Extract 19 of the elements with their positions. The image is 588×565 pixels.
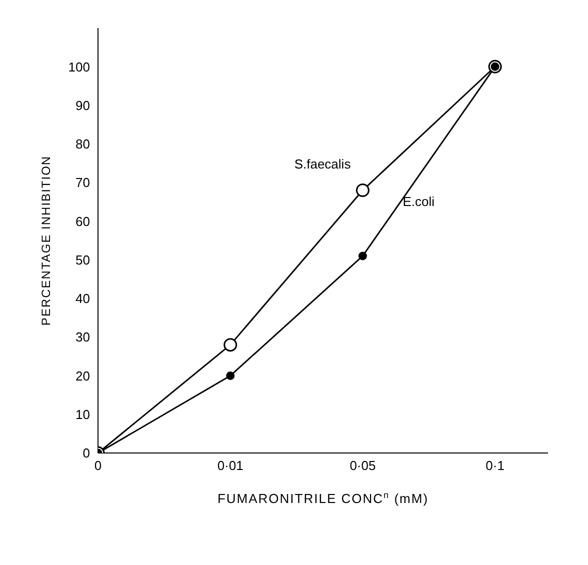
- y-tick-label: 0: [82, 446, 90, 461]
- y-tick-label: 80: [76, 136, 90, 152]
- y-tick-label: 60: [76, 214, 90, 229]
- y-tick-label: 50: [76, 252, 90, 268]
- y-tick-label: 100: [68, 59, 90, 74]
- y-axis-title: PERCENTAGE INHIBITION: [39, 155, 53, 326]
- y-tick-label: 30: [76, 330, 90, 345]
- y-tick-label: 90: [76, 98, 90, 113]
- x-axis-title: FUMARONITRILE CONC$^{n}$ (mM): [217, 490, 429, 506]
- y-tick-label: 10: [76, 406, 90, 422]
- series-label: E.coli: [402, 194, 435, 209]
- x-tick-label: 0·01: [217, 458, 244, 474]
- x-tick-label: 0·05: [350, 458, 376, 474]
- y-tick-label: 70: [76, 175, 90, 190]
- y-tick-label: 40: [76, 291, 90, 306]
- y-tick-label: 20: [76, 368, 90, 384]
- x-tick-label: 0·1: [486, 458, 504, 474]
- series-label: S.faecalis: [294, 156, 352, 172]
- x-tick-label: 0: [94, 458, 102, 474]
